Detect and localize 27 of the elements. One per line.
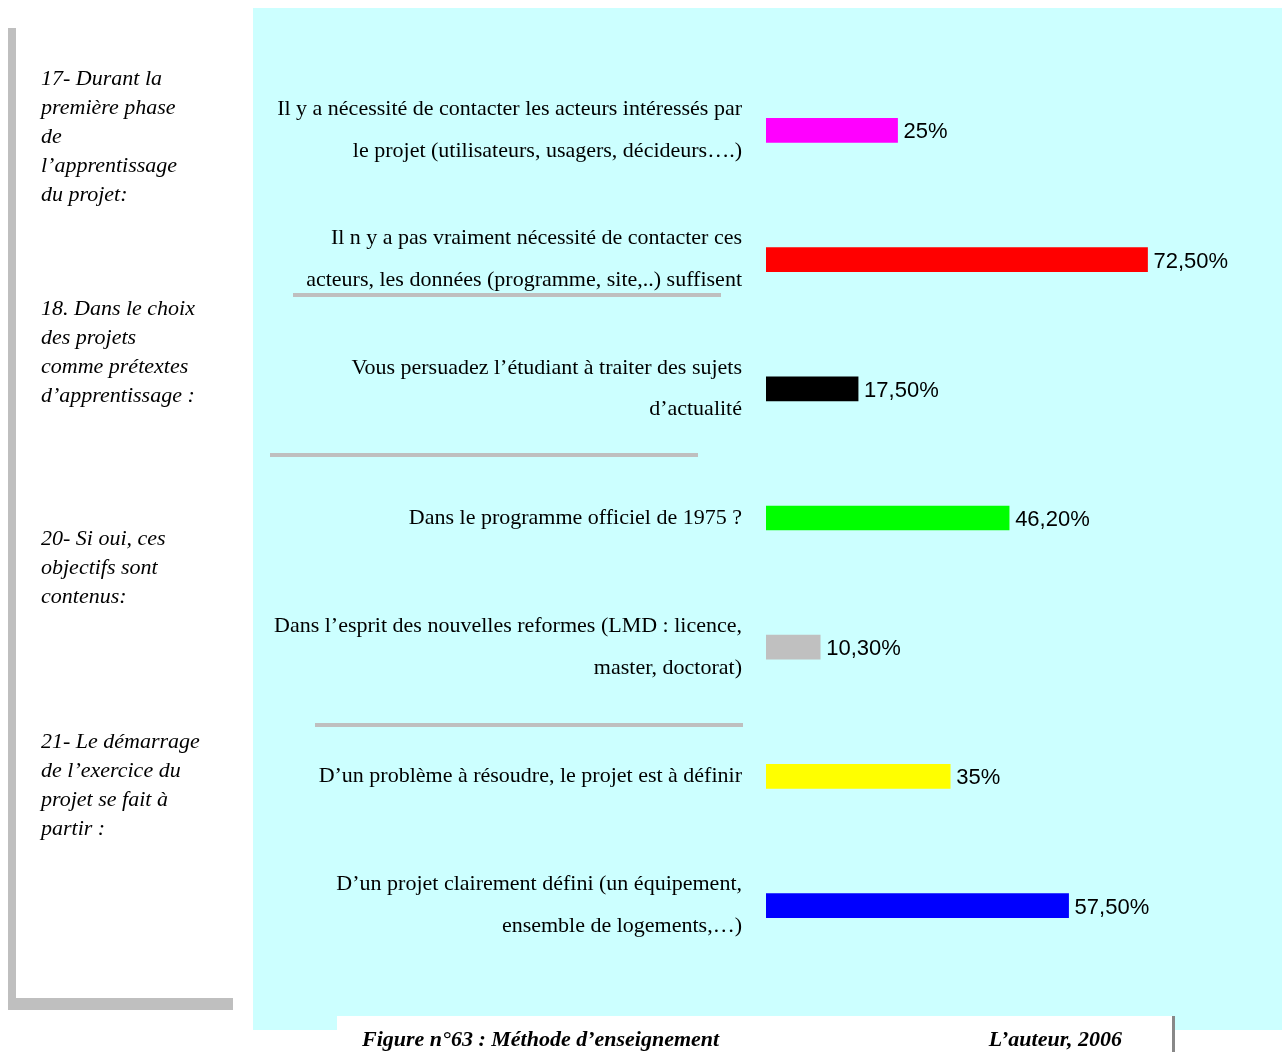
y-tick-label: Il n y a pas vraiment nécessité de contacter ces acteurs, les données (programme, site,..) suffisent bbox=[306, 224, 742, 292]
data-label: 57,50% bbox=[1074, 893, 1150, 919]
bar bbox=[766, 376, 859, 402]
text: 20- Si oui, ces objectifs sont contenus: bbox=[41, 524, 167, 610]
y-tick-label: D’un projet clairement défini (un équipement, ensemble de logements,…) bbox=[336, 870, 742, 938]
text: Figure n°63 : Méthode d’enseignement bbox=[362, 1026, 720, 1052]
bar bbox=[766, 893, 1069, 918]
y-tick-label: D’un problème à résoudre, le projet est à définir bbox=[318, 762, 743, 788]
data-label: 10,30% bbox=[826, 635, 901, 661]
text: 18. Dans le choix des projets comme prétextes d’apprentissage : bbox=[41, 294, 196, 409]
bar bbox=[766, 634, 821, 660]
data-label: 46,20% bbox=[1015, 506, 1090, 532]
data-label: 17,50% bbox=[864, 376, 939, 402]
bar bbox=[766, 505, 1010, 531]
data-label: 35% bbox=[956, 764, 1001, 790]
data-label: 25% bbox=[903, 118, 948, 144]
text: L’auteur, 2006 bbox=[988, 1026, 1122, 1052]
y-tick-label: Il y a nécessité de contacter les acteurs intéressés par le projet (utilisateurs, usagers, décideurs….) bbox=[277, 95, 743, 163]
bar bbox=[766, 118, 898, 143]
y-tick-label: Dans l’esprit des nouvelles reformes (LMD : licence, master, doctorat) bbox=[274, 612, 742, 679]
y-tick-label: Vous persuadez l’étudiant à traiter des sujets d’actualité bbox=[351, 353, 742, 421]
bar bbox=[766, 764, 951, 789]
y-tick-label: Dans le programme officiel de 1975 ? bbox=[408, 503, 742, 529]
data-label: 72,50% bbox=[1153, 247, 1229, 273]
text: 21- Le démarrage de l’exercice du projet se fait à partir : bbox=[41, 727, 201, 842]
bar bbox=[766, 247, 1148, 272]
text: 17- Durant la première phase de l’apprentissage du projet: bbox=[41, 64, 179, 208]
